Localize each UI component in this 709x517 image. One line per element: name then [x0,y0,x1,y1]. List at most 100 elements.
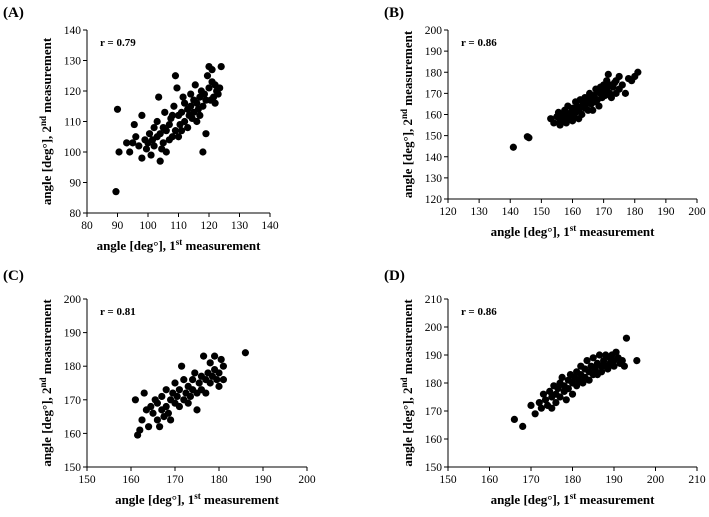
data-point [217,63,225,71]
y-axis-title: angle [deg°], 2nd measurement [38,37,54,205]
data-point [597,368,606,376]
x-tick-label: 150 [439,474,457,486]
data-point [135,142,143,150]
data-point [168,133,176,141]
data-point [610,362,618,370]
data-point [537,404,545,412]
x-tick-label: 180 [626,206,644,218]
data-point [541,396,550,404]
y-tick-label: 130 [64,56,82,68]
panel-b: (B) 120 130 140 150 160 170 180 190 200 120 130 140 1… [384,5,706,239]
data-point [168,111,176,119]
panel-c: (C) 150 160 170 180 190 200 150 160 170 180 190 200 a… [3,268,316,507]
data-point [615,72,623,81]
data-point [550,119,558,127]
correlation-label: r = 0.86 [461,37,497,49]
x-tick-label: 160 [564,206,582,218]
data-point [215,382,223,390]
x-tick-label: 190 [605,474,623,486]
data-point [184,399,192,407]
data-point [607,94,616,102]
data-point [211,99,219,107]
data-point [156,423,164,431]
data-point [510,415,518,423]
x-axis-title: angle [deg°], 1st measurement [97,237,261,253]
y-tick-label: 200 [425,25,443,37]
data-point [600,357,608,365]
x-axis-title: angle [deg°], 1st measurement [115,491,279,507]
data-point [554,385,562,393]
data-point [175,402,183,411]
x-tick-label: 120 [439,206,457,218]
data-point [620,362,628,370]
x-tick-label: 140 [502,206,520,218]
data-point [140,389,148,397]
data-point [171,127,180,135]
data-point [171,72,180,80]
data-point [621,89,630,97]
y-tick-label: 120 [425,194,443,206]
data-point [175,386,183,394]
data-point [591,365,599,373]
data-point [634,68,642,76]
data-point [509,143,517,151]
data-point [187,90,195,98]
y-tick-label: 150 [425,131,443,143]
data-point [173,392,181,401]
data-point [604,70,612,78]
panel-label: (B) [384,5,404,21]
x-tick-label: 160 [481,474,499,486]
data-point [155,93,163,101]
data-point [150,124,158,132]
data-point [147,151,155,159]
x-tick-label: 80 [81,220,93,232]
data-point [162,402,170,411]
data-point [206,359,214,367]
data-point [165,120,173,129]
data-point [131,396,139,404]
x-tick-label: 200 [688,206,706,218]
y-tick-label: 100 [64,147,82,159]
data-point [622,334,631,342]
data-point [241,349,249,357]
data-point [184,124,192,132]
y-tick-label: 170 [425,88,443,100]
data-point [191,369,199,377]
panel-d: (D) 150 160 170 180 190 200 210 150 160 170 180 190 2… [384,268,706,507]
y-tick-label: 190 [64,328,82,340]
data-point [539,390,548,398]
data-point [618,357,626,365]
y-tick-label: 140 [425,152,443,164]
y-tick-label: 210 [425,294,443,306]
data-point [150,142,158,150]
x-tick-label: 170 [522,474,540,486]
data-point [618,81,626,89]
data-point [552,399,560,407]
data-point [177,127,186,135]
y-tick-label: 150 [425,462,443,474]
x-tick-label: 180 [210,474,228,486]
data-point [546,387,554,395]
data-point [193,117,201,126]
data-point [556,121,564,129]
data-point [579,379,587,387]
data-point [187,102,195,110]
data-point [215,369,223,377]
data-point [178,362,186,370]
data-point [585,376,593,384]
data-point [519,422,527,430]
data-point [173,84,181,92]
data-point [548,404,556,412]
data-point [202,130,210,138]
data-point [531,410,539,418]
data-point [186,392,194,401]
y-tick-label: 160 [425,110,443,122]
data-point [206,379,214,387]
data-point [558,373,566,381]
y-tick-label: 190 [425,350,443,362]
data-point [193,406,201,414]
x-tick-label: 150 [533,206,551,218]
y-tick-label: 140 [64,25,82,37]
data-point [525,134,533,142]
data-point [189,376,197,384]
